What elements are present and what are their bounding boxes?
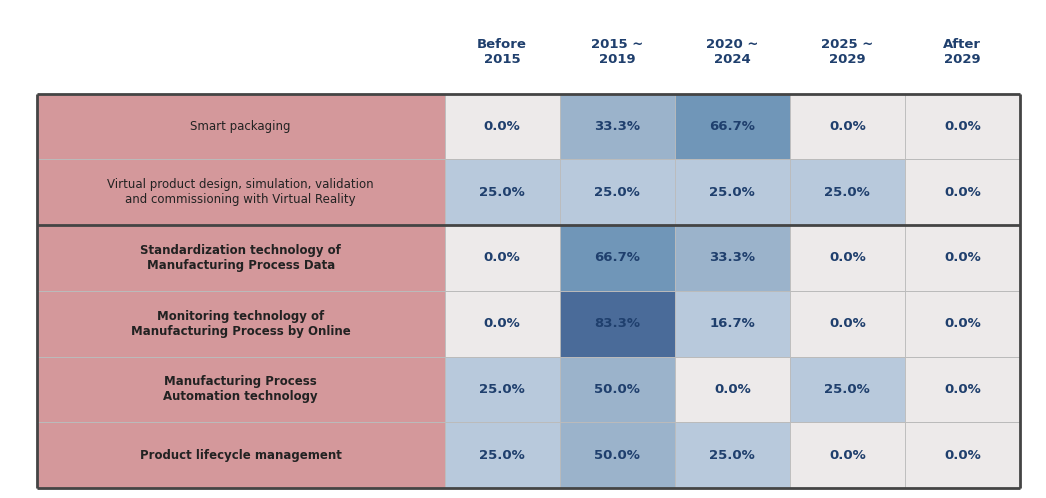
Text: Manufacturing Process
Automation technology: Manufacturing Process Automation technol… xyxy=(163,375,318,403)
Text: Smart packaging: Smart packaging xyxy=(190,120,291,133)
Text: 0.0%: 0.0% xyxy=(828,251,866,264)
Bar xyxy=(560,291,675,357)
Text: 0.0%: 0.0% xyxy=(943,383,981,396)
Text: 0.0%: 0.0% xyxy=(943,449,981,462)
Text: 0.0%: 0.0% xyxy=(828,317,866,330)
Text: 0.0%: 0.0% xyxy=(484,120,521,133)
Bar xyxy=(905,422,1020,488)
Bar xyxy=(905,357,1020,422)
Bar xyxy=(790,159,905,225)
Bar xyxy=(905,291,1020,357)
Text: 83.3%: 83.3% xyxy=(594,317,640,330)
Bar xyxy=(790,94,905,159)
Text: 0.0%: 0.0% xyxy=(484,251,521,264)
Text: 25.0%: 25.0% xyxy=(479,449,525,462)
Text: 2015 ~
2019: 2015 ~ 2019 xyxy=(591,38,643,66)
Bar xyxy=(445,422,560,488)
Bar xyxy=(445,357,560,422)
Bar xyxy=(790,225,905,291)
Text: 0.0%: 0.0% xyxy=(828,120,866,133)
Text: 0.0%: 0.0% xyxy=(713,383,751,396)
Text: 25.0%: 25.0% xyxy=(709,186,755,199)
Bar xyxy=(675,225,790,291)
Bar xyxy=(905,159,1020,225)
Text: Standardization technology of
Manufacturing Process Data: Standardization technology of Manufactur… xyxy=(140,244,341,272)
Text: 33.3%: 33.3% xyxy=(709,251,755,264)
Text: 66.7%: 66.7% xyxy=(594,251,640,264)
Text: 0.0%: 0.0% xyxy=(943,120,981,133)
Text: 2025 ~
2029: 2025 ~ 2029 xyxy=(821,38,873,66)
Bar xyxy=(560,94,675,159)
Bar xyxy=(560,225,675,291)
Text: 50.0%: 50.0% xyxy=(594,449,640,462)
Bar xyxy=(37,291,445,357)
Text: 50.0%: 50.0% xyxy=(594,383,640,396)
Bar xyxy=(560,422,675,488)
Text: Product lifecycle management: Product lifecycle management xyxy=(140,449,342,462)
Bar xyxy=(445,94,560,159)
Text: 2020 ~
2024: 2020 ~ 2024 xyxy=(706,38,758,66)
Bar xyxy=(905,225,1020,291)
Text: 0.0%: 0.0% xyxy=(943,251,981,264)
Text: 16.7%: 16.7% xyxy=(709,317,755,330)
Bar xyxy=(790,422,905,488)
Text: 0.0%: 0.0% xyxy=(484,317,521,330)
Text: 25.0%: 25.0% xyxy=(709,449,755,462)
Bar xyxy=(675,291,790,357)
Bar xyxy=(445,159,560,225)
Bar xyxy=(37,422,445,488)
Text: 0.0%: 0.0% xyxy=(943,186,981,199)
Text: Before
2015: Before 2015 xyxy=(477,38,527,66)
Bar xyxy=(790,357,905,422)
Text: After
2029: After 2029 xyxy=(943,38,981,66)
Text: 25.0%: 25.0% xyxy=(824,383,870,396)
Bar xyxy=(37,357,445,422)
Text: 25.0%: 25.0% xyxy=(824,186,870,199)
Bar xyxy=(445,225,560,291)
Bar xyxy=(790,291,905,357)
Bar xyxy=(445,291,560,357)
Text: 0.0%: 0.0% xyxy=(943,317,981,330)
Text: Virtual product design, simulation, validation
and commissioning with Virtual Re: Virtual product design, simulation, vali… xyxy=(108,178,373,206)
Bar xyxy=(560,159,675,225)
Bar xyxy=(37,225,445,291)
Text: 66.7%: 66.7% xyxy=(709,120,755,133)
Bar xyxy=(675,159,790,225)
Bar xyxy=(675,94,790,159)
Text: 0.0%: 0.0% xyxy=(828,449,866,462)
Bar xyxy=(675,422,790,488)
Bar xyxy=(905,94,1020,159)
Text: Monitoring technology of
Manufacturing Process by Online: Monitoring technology of Manufacturing P… xyxy=(131,310,350,338)
Text: 25.0%: 25.0% xyxy=(479,383,525,396)
Text: 25.0%: 25.0% xyxy=(479,186,525,199)
Bar xyxy=(37,159,445,225)
Bar xyxy=(675,357,790,422)
Text: 33.3%: 33.3% xyxy=(594,120,640,133)
Text: 25.0%: 25.0% xyxy=(594,186,640,199)
Bar xyxy=(37,94,445,159)
Bar xyxy=(560,357,675,422)
